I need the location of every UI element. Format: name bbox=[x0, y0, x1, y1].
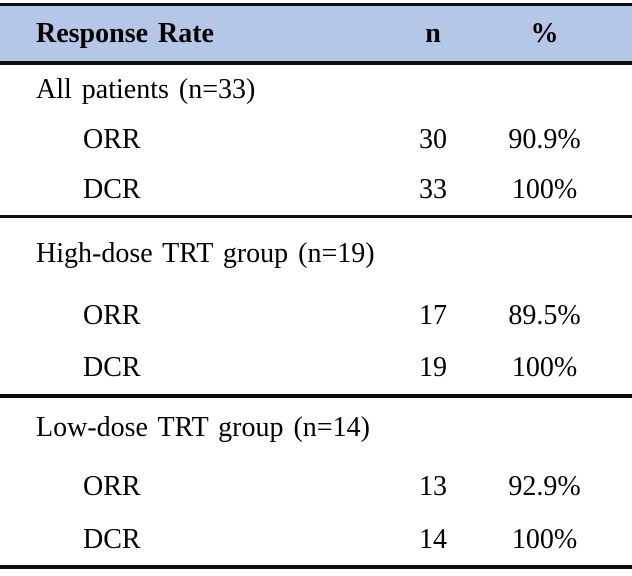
section-title-row: Low-dose TRT group (n=14) bbox=[0, 398, 632, 458]
section-title-row: All patients (n=33) bbox=[0, 65, 632, 115]
n-value: 14 bbox=[419, 524, 447, 555]
n-value: 30 bbox=[419, 124, 447, 155]
row-label: DCR bbox=[83, 352, 141, 383]
row-label: ORR bbox=[83, 470, 141, 502]
percent-value: 100% bbox=[511, 174, 578, 205]
percent-value: 100% bbox=[511, 352, 578, 383]
section-title: All patients (n=33) bbox=[36, 74, 256, 105]
table-row: DCR 33 100% bbox=[0, 165, 632, 215]
row-label: ORR bbox=[83, 300, 141, 331]
section-title: High-dose TRT group (n=19) bbox=[36, 238, 375, 269]
row-label: ORR bbox=[83, 124, 141, 155]
table-row: ORR 30 90.9% bbox=[0, 115, 632, 165]
section-low-dose-trt: Low-dose TRT group (n=14) ORR 13 92.9% D… bbox=[0, 398, 632, 565]
section-divider bbox=[0, 215, 632, 218]
section-title: Low-dose TRT group (n=14) bbox=[36, 412, 370, 443]
column-header-response-rate: Response Rate bbox=[36, 17, 214, 49]
table-bottom-rule bbox=[0, 565, 632, 569]
table-row: DCR 14 100% bbox=[0, 515, 632, 565]
percent-value: 92.9% bbox=[508, 470, 581, 502]
n-value: 13 bbox=[419, 470, 447, 502]
section-high-dose-trt: High-dose TRT group (n=19) ORR 17 89.5% … bbox=[0, 218, 632, 394]
percent-value: 90.9% bbox=[508, 124, 581, 155]
column-header-percent: % bbox=[530, 17, 559, 49]
section-title-row: High-dose TRT group (n=19) bbox=[0, 218, 632, 290]
n-value: 19 bbox=[419, 352, 447, 383]
table-row: ORR 13 92.9% bbox=[0, 458, 632, 515]
table-row: ORR 17 89.5% bbox=[0, 290, 632, 342]
section-divider bbox=[0, 394, 632, 398]
n-value: 33 bbox=[419, 174, 447, 205]
row-label: DCR bbox=[83, 174, 141, 205]
column-header-n: n bbox=[425, 17, 441, 49]
table-row: DCR 19 100% bbox=[0, 342, 632, 394]
n-value: 17 bbox=[419, 300, 447, 331]
percent-value: 89.5% bbox=[508, 300, 581, 331]
row-label: DCR bbox=[83, 524, 141, 555]
table-header-row: Response Rate n % bbox=[0, 3, 632, 65]
section-all-patients: All patients (n=33) ORR 30 90.9% DCR 33 … bbox=[0, 65, 632, 215]
percent-value: 100% bbox=[511, 524, 578, 555]
